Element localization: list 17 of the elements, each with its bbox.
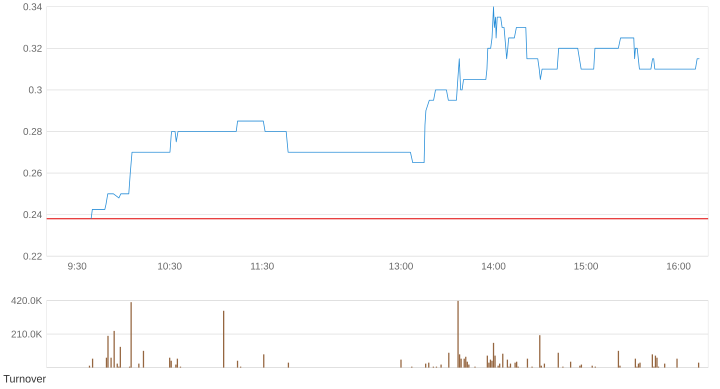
x-axis-title: Turnover <box>4 374 46 382</box>
y-tick-label: 0.22 <box>23 252 42 260</box>
y-tick-label: 0.3 <box>28 86 42 94</box>
x-tick-label: 15:00 <box>574 262 598 270</box>
x-tick-label: 9:30 <box>68 262 86 270</box>
x-tick-label: 13:00 <box>389 262 413 270</box>
y-tick-label: 0.32 <box>23 44 42 52</box>
x-tick-label: 14:00 <box>482 262 506 270</box>
x-tick-label: 11:30 <box>251 262 274 270</box>
y-tick-label: 210.0K <box>12 330 42 338</box>
y-tick-label: 0.26 <box>23 169 42 176</box>
y-tick-label: 420.0K <box>11 296 42 304</box>
y-tick-label: 0.34 <box>23 3 42 10</box>
y-tick-label: 0.28 <box>23 128 42 135</box>
x-tick-label: 10:30 <box>158 262 182 270</box>
x-tick-label: 16:00 <box>667 262 690 270</box>
y-tick-label: 0.24 <box>23 211 42 218</box>
